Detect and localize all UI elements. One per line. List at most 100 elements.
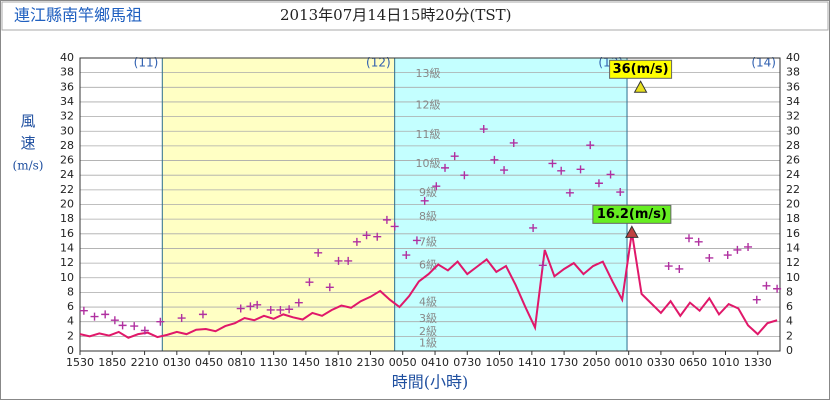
- x-tick-label: 0730: [453, 356, 481, 369]
- gust-marker: [266, 305, 275, 314]
- y-tick-label: 8: [67, 285, 74, 298]
- gust-marker: [402, 251, 411, 260]
- gust-marker: [548, 159, 557, 168]
- x-tick-label: 1850: [98, 356, 126, 369]
- gust-marker: [479, 125, 488, 134]
- gust-marker: [285, 305, 294, 314]
- gust-marker: [490, 155, 499, 164]
- x-axis-label: 時間(小時): [392, 373, 469, 392]
- gust-marker: [616, 188, 625, 197]
- y-tick-label: 2: [67, 329, 74, 342]
- gust-marker: [412, 236, 421, 245]
- y-tick-label-right: 24: [786, 168, 800, 181]
- y-tick-label-right: 0: [786, 344, 793, 357]
- y-tick-label-right: 4: [786, 315, 793, 328]
- gust-marker: [90, 312, 99, 321]
- level-label: 2級: [419, 325, 437, 338]
- level-label: 1級: [419, 337, 437, 350]
- y-tick-label-right: 28: [786, 139, 800, 152]
- y-tick-label: 38: [60, 66, 74, 79]
- plot-frame: [79, 57, 781, 352]
- gust-marker: [334, 256, 343, 265]
- gust-marker: [382, 215, 391, 224]
- x-tick-label: 0130: [163, 356, 191, 369]
- peak-label: 16.2(m/s): [597, 207, 667, 222]
- gust-marker: [325, 283, 334, 292]
- y-tick-label: 32: [60, 110, 74, 123]
- gust-marker: [762, 281, 771, 290]
- gust-marker: [177, 314, 186, 323]
- gust-marker: [500, 166, 509, 175]
- x-tick-label: 1730: [550, 356, 578, 369]
- x-tick-label: 0010: [615, 356, 643, 369]
- gust-marker: [594, 179, 603, 188]
- x-tick-label: 2130: [356, 356, 384, 369]
- gust-marker: [586, 141, 595, 150]
- day-label: (12): [366, 56, 391, 70]
- y-tick-label: 18: [60, 212, 74, 225]
- gust-marker: [529, 223, 538, 232]
- level-label: 4級: [419, 296, 437, 309]
- gust-marker: [752, 295, 761, 304]
- y-tick-label: 0: [67, 344, 74, 357]
- day-label: (14): [751, 56, 776, 70]
- y-axis-label: 風: [20, 112, 35, 130]
- gust-marker: [684, 234, 693, 243]
- level-label: 9級: [419, 186, 437, 199]
- y-tick-label-right: 20: [786, 198, 800, 211]
- x-tick-label: 2050: [582, 356, 610, 369]
- peak-label: 36(m/s): [613, 62, 669, 77]
- gust-marker: [305, 278, 314, 287]
- level-label: 6級: [419, 258, 437, 271]
- x-tick-label: 0450: [195, 356, 223, 369]
- level-label: 12級: [416, 99, 441, 112]
- y-axis-label: 速: [20, 134, 35, 152]
- chart-title: 連江縣南竿鄉馬祖: [14, 6, 142, 25]
- x-tick-label: 0330: [647, 356, 675, 369]
- gust-marker: [276, 305, 285, 314]
- gust-marker: [362, 231, 371, 240]
- y-tick-label-right: 8: [786, 285, 793, 298]
- gust-marker: [450, 152, 459, 161]
- y-tick-label: 12: [60, 256, 74, 269]
- gust-marker: [675, 264, 684, 273]
- gust-marker: [344, 256, 353, 265]
- gust-marker: [744, 242, 753, 251]
- gust-marker: [110, 316, 119, 325]
- gust-marker: [733, 245, 742, 254]
- y-tick-label-right: 34: [786, 95, 800, 108]
- gust-marker: [352, 237, 361, 246]
- gust-marker: [432, 182, 441, 191]
- day-label: (11): [134, 56, 159, 70]
- x-tick-label: 1010: [711, 356, 739, 369]
- peak-label-box: [609, 59, 673, 79]
- peak-marker: [633, 80, 648, 93]
- gust-marker: [118, 321, 127, 330]
- y-tick-label-right: 14: [786, 241, 800, 254]
- header-bar: [1, 1, 829, 31]
- y-tick-label: 36: [60, 80, 74, 93]
- y-tick-label-right: 2: [786, 329, 793, 342]
- x-tick-label: 0810: [227, 356, 255, 369]
- wind-line: [79, 232, 778, 339]
- level-label: 10級: [416, 157, 441, 170]
- gust-marker: [101, 310, 110, 319]
- y-tick-label: 10: [60, 271, 74, 284]
- gust-marker: [156, 317, 165, 326]
- level-label: 7級: [419, 236, 437, 249]
- gust-marker: [236, 304, 245, 313]
- gust-marker: [664, 262, 673, 271]
- x-tick-label: 1810: [324, 356, 352, 369]
- gust-marker: [441, 163, 450, 172]
- y-tick-label: 28: [60, 139, 74, 152]
- level-label: 8級: [419, 210, 437, 223]
- gust-marker: [130, 322, 139, 331]
- x-tick-label: 0050: [389, 356, 417, 369]
- gust-marker: [705, 253, 714, 262]
- y-tick-label-right: 16: [786, 227, 800, 240]
- y-tick-label-right: 6: [786, 300, 793, 313]
- gust-marker: [253, 300, 262, 309]
- gust-marker: [246, 302, 255, 311]
- gust-marker: [314, 248, 323, 257]
